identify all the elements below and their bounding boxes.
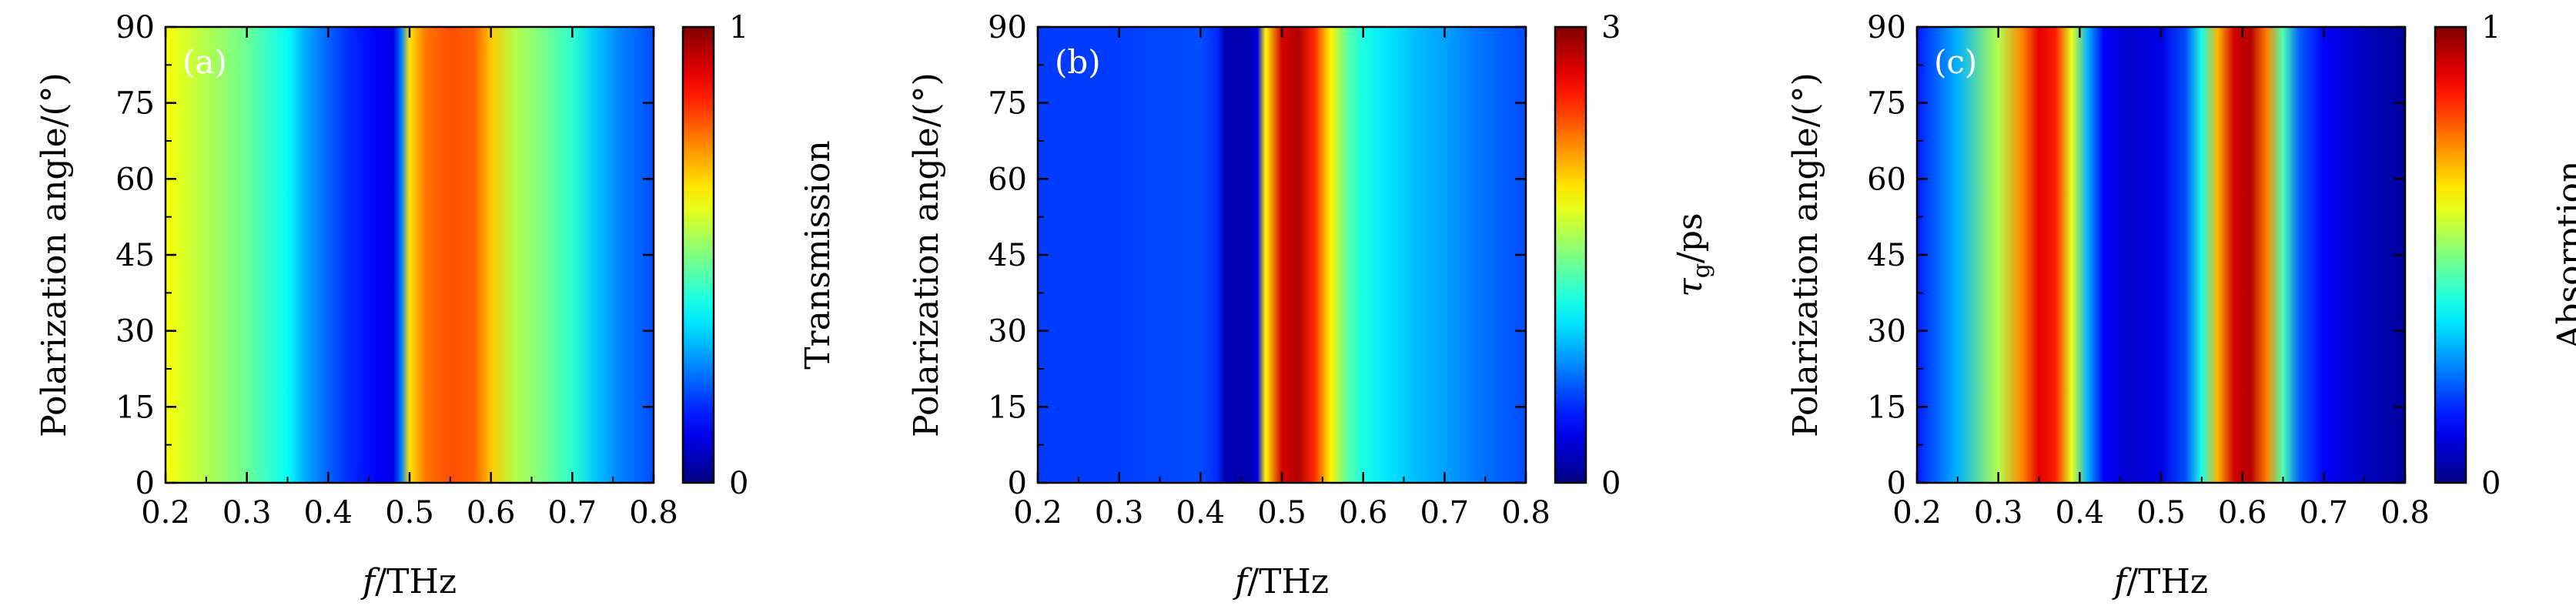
colorbar-title: Transmission	[798, 140, 838, 369]
x-tick-label: 0.4	[1176, 495, 1226, 531]
y-tick-label: 45	[1867, 238, 1906, 273]
heatmap-field	[166, 27, 654, 483]
y-tick-label: 90	[115, 10, 155, 45]
x-tick-label: 0.3	[222, 495, 272, 531]
colorbar-min-label: 0	[729, 466, 748, 501]
x-tick-label: 0.6	[467, 495, 516, 531]
panel-1: 0.2 0.3 0.4 0.5 0.6 0.7 0.8 0 15 30 45 60 75 90 (a) f/T…	[35, 10, 838, 601]
colorbar-max-label: 1	[2481, 10, 2501, 45]
x-tick-label: 0.8	[629, 495, 678, 531]
x-tick-label: 0.4	[304, 495, 353, 531]
x-tick-label: 0.7	[1420, 495, 1470, 531]
heatmap-field	[1038, 27, 1526, 483]
x-tick-label: 0.6	[1339, 495, 1388, 531]
colorbar-max-label: 1	[729, 10, 748, 45]
y-tick-label: 15	[988, 390, 1027, 425]
x-axis-label: f/THz	[360, 562, 457, 601]
y-tick-label: 75	[1867, 86, 1906, 122]
heatmap-field	[1917, 27, 2405, 483]
y-tick-label: 15	[115, 390, 155, 425]
colorbar-max-label: 3	[1601, 10, 1621, 45]
x-tick-label: 0.2	[1892, 495, 1942, 531]
y-tick-label: 0	[135, 466, 155, 501]
x-tick-label: 0.4	[2056, 495, 2105, 531]
y-axis-label: Polarization angle/(°)	[1786, 72, 1825, 437]
y-axis-label: Polarization angle/(°)	[907, 72, 946, 437]
colorbar	[2434, 25, 2467, 484]
x-tick-label: 0.3	[1095, 495, 1144, 531]
x-tick-label: 0.5	[2136, 495, 2186, 531]
y-tick-label: 75	[115, 86, 155, 122]
y-tick-label: 90	[988, 10, 1027, 45]
y-tick-label: 45	[115, 238, 155, 273]
y-tick-label: 60	[115, 162, 155, 197]
colorbar-title: Absorption	[2551, 161, 2576, 350]
panel-label: (a)	[182, 43, 227, 81]
colorbar-title: τg/ps	[1671, 213, 1715, 296]
colorbar-min-label: 0	[1601, 466, 1621, 501]
x-tick-label: 0.8	[1501, 495, 1551, 531]
y-tick-label: 60	[1867, 162, 1906, 197]
y-tick-label: 45	[988, 238, 1027, 273]
x-tick-label: 0.6	[2218, 495, 2267, 531]
x-tick-label: 0.8	[2380, 495, 2430, 531]
colorbar	[681, 25, 715, 484]
colorbar	[1554, 25, 1587, 484]
y-axis-label: Polarization angle/(°)	[35, 72, 74, 437]
panel-label: (c)	[1934, 43, 1977, 81]
x-tick-label: 0.5	[385, 495, 434, 531]
x-tick-label: 0.5	[1257, 495, 1306, 531]
panel-3: 0.2 0.3 0.4 0.5 0.6 0.7 0.8 0 15 30 45 60 75 90 (c) f/T…	[1786, 10, 2576, 601]
x-axis-label: f/THz	[2112, 562, 2208, 601]
y-tick-label: 30	[988, 314, 1027, 350]
x-tick-label: 0.2	[141, 495, 190, 531]
x-tick-label: 0.7	[548, 495, 597, 531]
x-tick-label: 0.3	[1974, 495, 2023, 531]
y-tick-label: 60	[988, 162, 1027, 197]
x-tick-label: 0.2	[1013, 495, 1062, 531]
y-tick-label: 30	[115, 314, 155, 350]
panel-2: 0.2 0.3 0.4 0.5 0.6 0.7 0.80153045607590(b)f/T…	[907, 10, 1715, 601]
y-tick-label: 75	[988, 86, 1027, 122]
colorbar-min-label: 0	[2481, 466, 2501, 501]
x-tick-label: 0.7	[2300, 495, 2349, 531]
y-tick-label: 0	[1887, 466, 1906, 501]
x-axis-label: f/THz	[1233, 562, 1329, 601]
panel-label: (b)	[1055, 43, 1101, 81]
y-tick-label: 90	[1867, 10, 1906, 45]
y-tick-label: 0	[1008, 466, 1027, 501]
y-tick-label: 15	[1867, 390, 1906, 425]
y-tick-label: 30	[1867, 314, 1906, 350]
